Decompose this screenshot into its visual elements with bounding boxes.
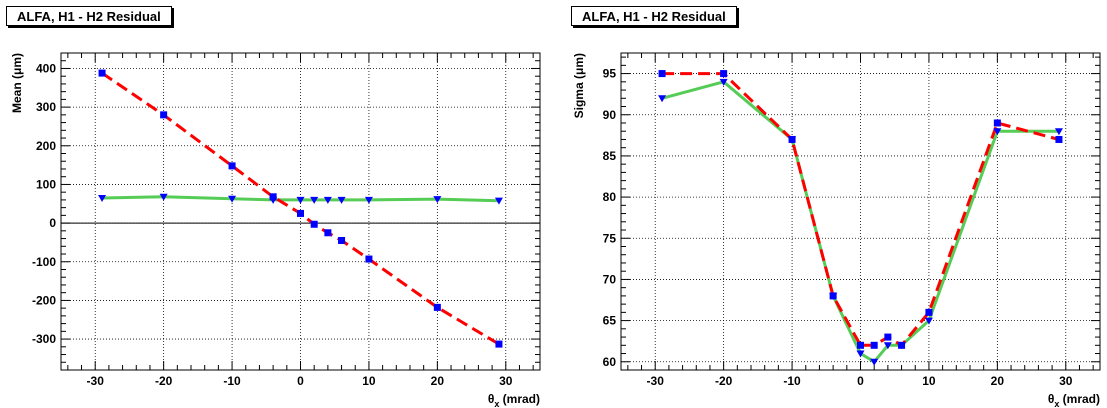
data-point-triangle [719,78,728,86]
data-point-square [433,303,441,311]
x-axis-subscript: x [1054,399,1059,408]
x-tick-label: 20 [991,374,1005,388]
x-axis-symbol: θ [488,392,495,406]
data-point-triangle [993,128,1002,136]
data-point-triangle [310,196,319,204]
y-tick-label: 300 [36,100,56,114]
x-tick-label: -30 [87,374,105,388]
data-point-square [228,162,236,170]
data-point-square [720,70,728,78]
y-tick-label: 400 [36,61,56,75]
data-point-square [993,119,1001,127]
chart-title: ALFA, H1 - H2 Residual [6,6,172,26]
y-tick-label: 75 [603,231,617,245]
data-point-square [1055,135,1063,143]
plot-frame [620,52,1101,371]
y-tick-label: 95 [603,67,617,81]
y-tick-label: -100 [32,255,56,269]
y-tick-label: 85 [603,149,617,163]
x-tick-label: 0 [857,374,864,388]
x-tick-label: -10 [783,374,801,388]
x-tick-label: 10 [362,374,376,388]
x-axis-title: θx (mrad) [488,392,540,408]
x-axis-unit: (mrad) [499,392,540,406]
data-point-square [884,333,892,341]
data-point-triangle [433,196,442,204]
chart-panel-sigma: ALFA, H1 - H2 Residual -30 -20 -10 0 10 20 30 6… [553,0,1107,408]
data-point-triangle [228,195,237,203]
y-tick-label: 200 [36,139,56,153]
sigma-chart-svg: -30 -20 -10 0 10 20 30 60 65 70 75 80 85 90 95 Sigma (μ… [572,52,1101,408]
data-point-square [898,341,906,349]
x-tick-label: 0 [297,374,304,388]
data-point-square [269,193,277,201]
x-tick-label: -10 [223,374,241,388]
data-point-square [365,255,373,263]
data-point-triangle [658,95,667,103]
data-point-square [857,341,864,349]
x-tick-label: -20 [715,374,733,388]
y-tick-label: 80 [603,190,617,204]
x-tick-label: -20 [155,374,173,388]
data-point-square [98,69,106,77]
x-axis-symbol: θ [1048,392,1055,406]
data-point-square [338,236,346,244]
data-point-triangle [323,196,332,204]
y-tick-label: -200 [32,293,56,307]
y-axis-title: Mean (μm) [10,53,24,113]
data-point-triangle [159,193,168,201]
chart-panel-mean: ALFA, H1 - H2 Residual -30 -20 -10 0 10 20 30-… [0,0,553,408]
x-tick-label: 30 [499,374,513,388]
data-point-square [324,229,332,237]
x-tick-label: 10 [922,374,936,388]
x-axis-subscript: x [494,399,499,408]
mean-chart-svg: -30 -20 -10 0 10 20 30-300-200-100010020030040… [10,52,541,408]
data-point-triangle [337,196,346,204]
data-point-triangle [856,350,865,358]
data-point-square [658,70,666,78]
data-point-triangle [364,196,373,204]
y-tick-label: 90 [603,108,617,122]
x-tick-label: -30 [647,374,665,388]
y-tick-label: 0 [49,216,56,230]
data-point-triangle [870,358,879,366]
data-point-triangle [296,196,305,204]
x-axis-unit: (mrad) [1059,392,1100,406]
data-point-square [495,340,503,348]
y-tick-label: -300 [32,332,56,346]
data-point-square [310,220,318,228]
data-point-triangle [494,197,503,205]
data-point-square [160,111,168,119]
data-point-triangle [924,317,933,325]
data-point-square [870,341,878,349]
y-axis-title: Sigma (μm) [572,53,586,118]
data-point-triangle [98,194,107,202]
y-tick-label: 100 [36,177,56,191]
y-tick-label: 65 [603,314,617,328]
data-point-square [788,135,796,143]
data-point-square [297,209,304,217]
x-tick-label: 20 [431,374,445,388]
y-tick-label: 60 [603,355,617,369]
data-point-triangle [883,342,892,350]
chart-title: ALFA, H1 - H2 Residual [571,6,737,26]
data-point-square [925,308,933,316]
data-point-triangle [1054,128,1063,136]
x-axis-title: θx (mrad) [1048,392,1100,408]
data-point-square [829,292,837,300]
y-tick-label: 70 [603,272,617,286]
x-tick-label: 30 [1059,374,1073,388]
